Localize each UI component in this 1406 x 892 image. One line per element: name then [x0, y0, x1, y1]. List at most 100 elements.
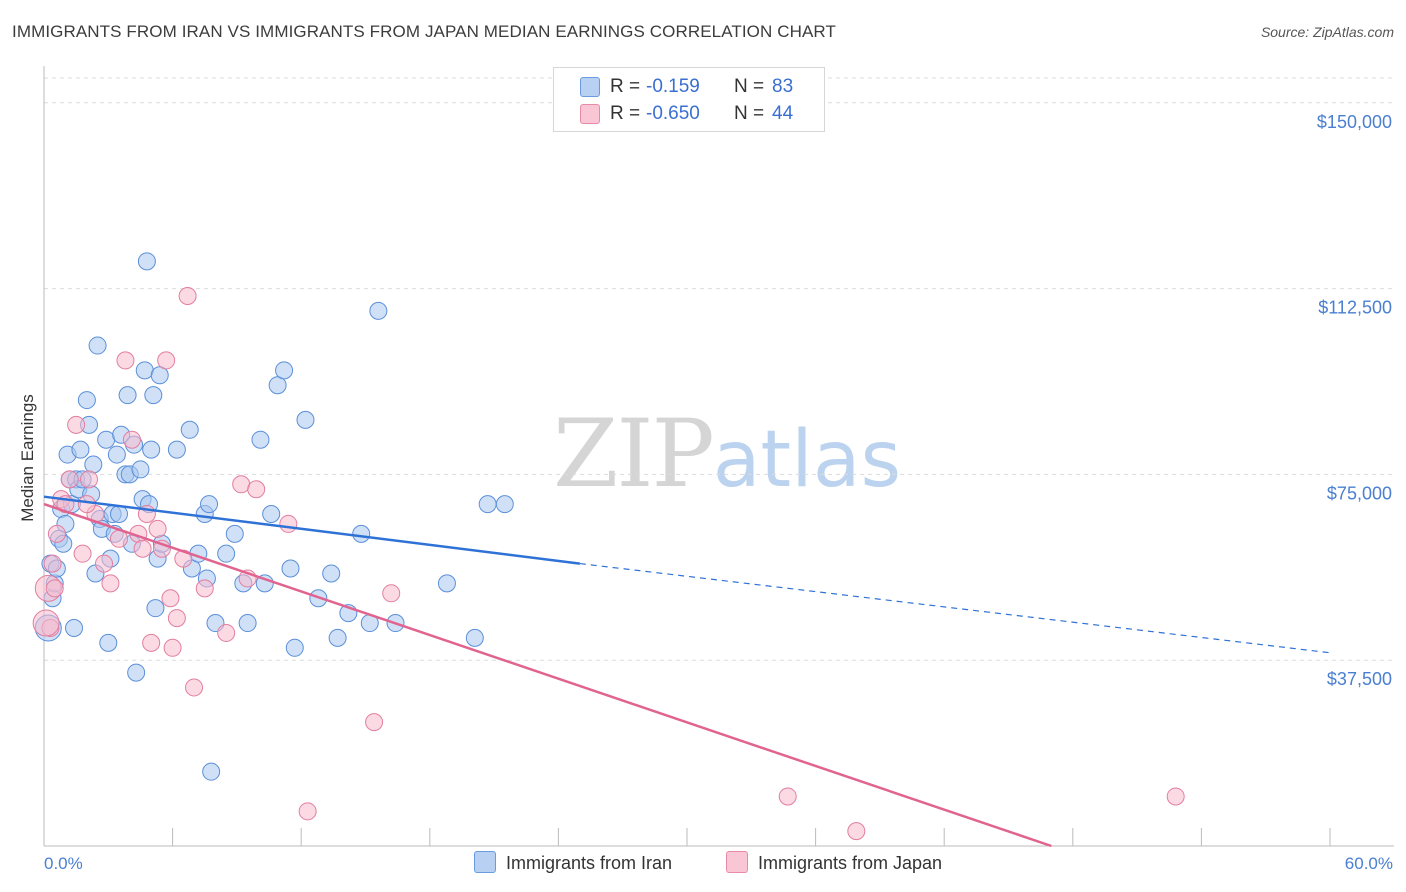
- japan-point: [45, 579, 64, 598]
- iran-point: [225, 524, 244, 543]
- iran-point: [180, 420, 199, 439]
- iran-trend-line: [43, 495, 580, 565]
- iran-point: [255, 574, 274, 593]
- legend-r-label: R =: [610, 76, 641, 97]
- tick-labels: $37,500 $75,000 $112,500 $150,000 0.0% 60.0%: [44, 112, 1393, 873]
- japan-point: [298, 802, 317, 821]
- japan-point: [142, 633, 161, 652]
- legend-swatch-iran: [580, 77, 600, 97]
- japan-point: [77, 495, 96, 514]
- iran-trend-line-extension: [579, 562, 1331, 654]
- japan-point: [778, 787, 797, 806]
- iran-point: [99, 633, 118, 652]
- iran-point: [97, 430, 116, 449]
- iran-point: [238, 614, 257, 633]
- y-tick-label: $150,000: [1317, 112, 1392, 132]
- japan-point: [157, 351, 176, 370]
- japan-points: [32, 287, 1185, 841]
- iran-point: [437, 574, 456, 593]
- japan-point: [185, 678, 204, 697]
- axes: [43, 66, 1394, 847]
- japan-point: [47, 524, 66, 543]
- iran-point: [142, 440, 161, 459]
- iran-point: [281, 559, 300, 578]
- iran-point: [107, 445, 126, 464]
- iran-point: [495, 495, 514, 514]
- japan-point: [163, 638, 182, 657]
- zipatlas-watermark: ZIPatlas: [553, 400, 901, 509]
- japan-point: [167, 609, 186, 628]
- iran-point: [137, 252, 156, 271]
- y-tick-label: $75,000: [1327, 483, 1392, 503]
- iran-point: [150, 366, 169, 385]
- iran-point: [167, 440, 186, 459]
- japan-point: [80, 470, 99, 489]
- japan-point: [67, 415, 86, 434]
- japan-point: [95, 554, 114, 573]
- bottom-legend-iran: Immigrants from Iran: [474, 851, 672, 874]
- watermark-zip: ZIP: [553, 400, 715, 509]
- iran-point: [202, 762, 221, 781]
- japan-point: [116, 351, 135, 370]
- iran-point: [262, 505, 281, 524]
- iran-points: [34, 252, 514, 781]
- japan-trend-line: [43, 502, 1052, 848]
- japan-point: [60, 470, 79, 489]
- japan-point: [279, 514, 298, 533]
- japan-point: [365, 713, 384, 732]
- bottom-legend-label-japan: Immigrants from Japan: [758, 853, 943, 873]
- watermark-atlas: atlas: [712, 415, 902, 505]
- legend-n-value-japan: 44: [772, 103, 794, 124]
- iran-point: [127, 663, 146, 682]
- japan-point: [73, 544, 92, 563]
- japan-point: [161, 589, 180, 608]
- iran-point: [285, 638, 304, 657]
- iran-point: [88, 336, 107, 355]
- japan-point: [101, 574, 120, 593]
- iran-point: [369, 301, 388, 320]
- iran-point: [131, 460, 150, 479]
- iran-point: [71, 440, 90, 459]
- japan-point: [178, 287, 197, 306]
- legend-r-value-iran: -0.159: [646, 76, 700, 97]
- iran-point: [328, 628, 347, 647]
- japan-point: [43, 554, 62, 573]
- bottom-legend-label-iran: Immigrants from Iran: [506, 853, 673, 873]
- iran-point: [352, 524, 371, 543]
- iran-point: [275, 361, 294, 380]
- source-label: Source: ZipAtlas.com: [1260, 24, 1394, 40]
- x-tick-label-min: 0.0%: [44, 854, 83, 873]
- iran-point: [144, 386, 163, 405]
- iran-point: [251, 430, 270, 449]
- iran-point: [118, 386, 137, 405]
- legend-n-label: N =: [734, 76, 765, 97]
- iran-point: [322, 564, 341, 583]
- iran-point: [110, 505, 129, 524]
- iran-point: [65, 618, 84, 637]
- x-tick-label-max: 60.0%: [1345, 854, 1393, 873]
- iran-point: [200, 495, 219, 514]
- legend-n-value-iran: 83: [772, 76, 794, 97]
- iran-point: [217, 544, 236, 563]
- japan-point: [133, 539, 152, 558]
- japan-point: [32, 609, 60, 637]
- correlation-legend: R = -0.159 N = 83 R = -0.650 N = 44: [553, 67, 825, 132]
- iran-point: [84, 455, 103, 474]
- bottom-legend-japan: Immigrants from Japan: [726, 851, 942, 874]
- japan-point: [148, 519, 167, 538]
- y-tick-label: $37,500: [1327, 669, 1392, 689]
- iran-point: [146, 599, 165, 618]
- japan-point: [122, 430, 141, 449]
- trend-lines: [43, 495, 1331, 848]
- japan-point: [382, 584, 401, 603]
- iran-point: [465, 628, 484, 647]
- chart-title: IMMIGRANTS FROM IRAN VS IMMIGRANTS FROM …: [12, 22, 836, 41]
- y-tick-label: $112,500: [1318, 298, 1392, 318]
- iran-point: [77, 391, 96, 410]
- japan-point: [847, 822, 866, 841]
- y-axis-label: Median Earnings: [18, 394, 37, 522]
- japan-point: [217, 623, 236, 642]
- japan-point: [247, 480, 266, 499]
- iran-point: [135, 361, 154, 380]
- legend-swatch-japan: [580, 104, 600, 124]
